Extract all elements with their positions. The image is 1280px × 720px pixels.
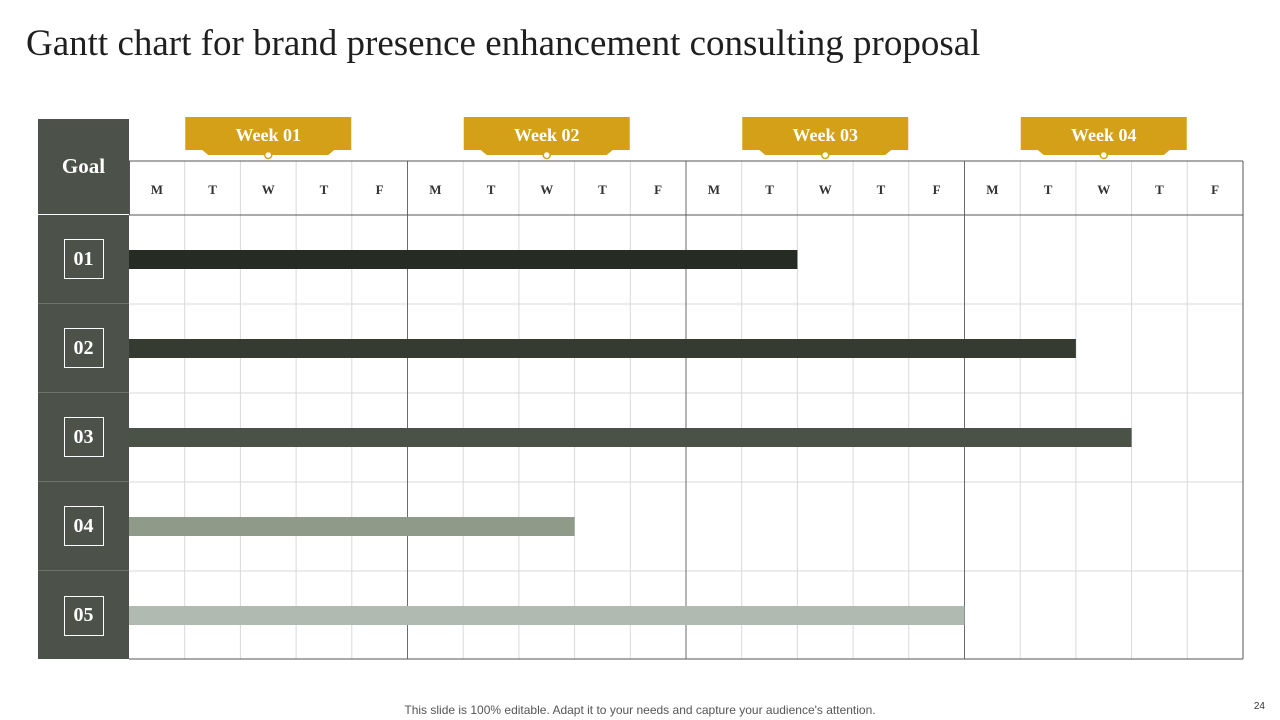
footer-note: This slide is 100% editable. Adapt it to… xyxy=(404,703,876,717)
task-bar-04 xyxy=(129,517,575,536)
task-bar-05 xyxy=(129,606,965,625)
goal-badge-02: 02 xyxy=(63,328,104,368)
goal-badge-05: 05 xyxy=(63,595,104,636)
week-label-box xyxy=(1020,117,1187,150)
goal-badge-01: 01 xyxy=(63,239,104,279)
day-label: M xyxy=(429,182,441,197)
day-label: W xyxy=(540,182,553,197)
day-label: W xyxy=(819,182,832,197)
page-number: 24 xyxy=(1253,701,1265,712)
week-label-dot xyxy=(1099,150,1108,160)
day-label: T xyxy=(877,182,886,197)
week-label-box xyxy=(463,117,630,150)
week-label-dot xyxy=(542,150,551,160)
day-label: T xyxy=(487,182,496,197)
day-label: W xyxy=(1097,182,1110,197)
day-label: M xyxy=(986,182,998,197)
task-bar-01 xyxy=(129,250,798,269)
week-label: Week 02 xyxy=(514,125,580,145)
goal-badge-03: 03 xyxy=(63,417,104,457)
goal-row: 03 xyxy=(38,393,129,482)
day-label: T xyxy=(208,182,217,197)
day-label: T xyxy=(598,182,607,197)
day-label: F xyxy=(1211,182,1219,197)
day-label: W xyxy=(262,182,275,197)
goal-row: 02 xyxy=(38,304,129,393)
day-label: T xyxy=(1044,182,1053,197)
week-label-box xyxy=(742,117,909,150)
day-label: T xyxy=(1155,182,1164,197)
goal-row: 04 xyxy=(38,482,129,571)
goal-header: Goal xyxy=(38,119,129,215)
day-label: F xyxy=(376,182,384,197)
goal-badge-04: 04 xyxy=(63,506,104,546)
goal-row: 05 xyxy=(38,571,129,660)
day-label: F xyxy=(933,182,941,197)
goal-column: Goal 01 02 03 04 05 xyxy=(38,119,129,659)
day-label: M xyxy=(151,182,163,197)
goal-row: 01 xyxy=(38,215,129,304)
day-label: F xyxy=(654,182,662,197)
day-label: M xyxy=(708,182,720,197)
week-label: Week 01 xyxy=(236,125,302,145)
page-title: Gantt chart for brand presence enhanceme… xyxy=(26,23,981,64)
day-label: T xyxy=(320,182,329,197)
task-bar-03 xyxy=(129,428,1132,447)
week-label: Week 03 xyxy=(793,125,859,145)
week-label-dot xyxy=(821,150,830,160)
day-label: T xyxy=(765,182,774,197)
task-bar-02 xyxy=(129,339,1076,358)
week-label-dot xyxy=(264,150,273,160)
week-label: Week 04 xyxy=(1071,125,1137,145)
week-label-box xyxy=(185,117,352,150)
